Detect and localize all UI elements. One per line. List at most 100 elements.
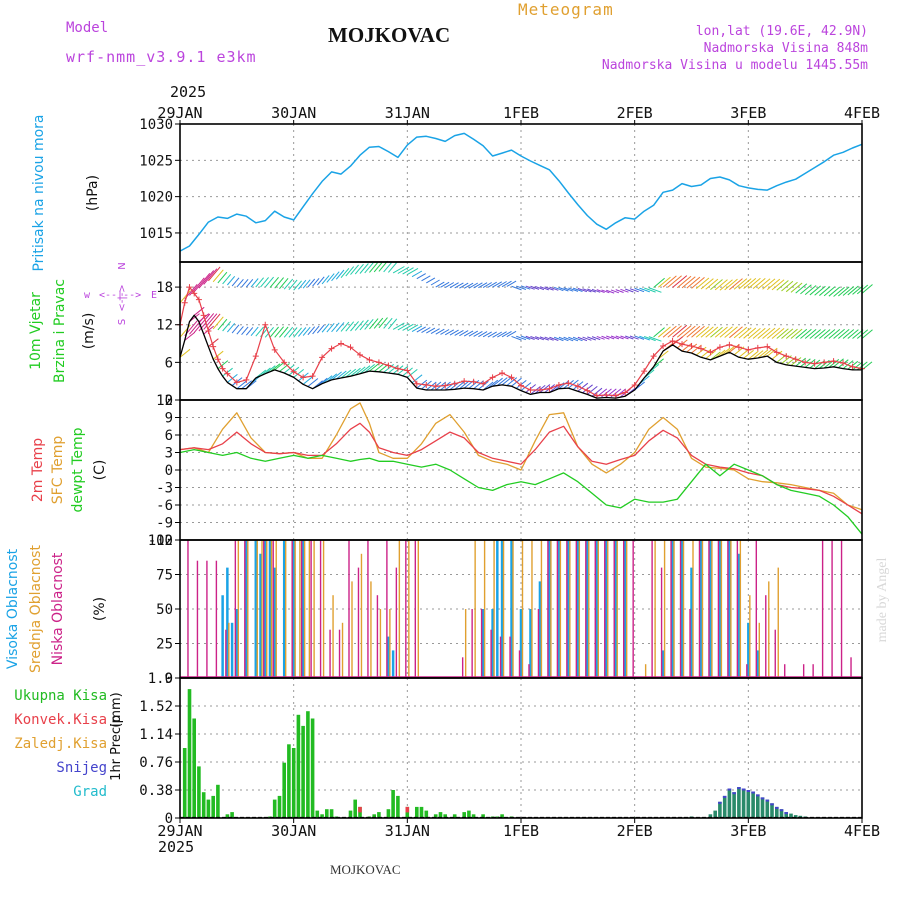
wind-barb xyxy=(217,318,228,331)
wind-barb xyxy=(658,276,671,288)
temperature-tick-label: -12 xyxy=(148,533,173,549)
precip-bar xyxy=(391,790,395,818)
snow-bar xyxy=(722,795,727,798)
year-top: 2025 xyxy=(170,83,207,101)
wind-barb xyxy=(766,278,781,290)
wind-barb xyxy=(463,330,474,337)
wind-barb xyxy=(444,329,455,336)
wind-barb xyxy=(667,275,682,288)
wind-barb-low xyxy=(359,365,371,375)
pressure-unit: (hPa) xyxy=(85,175,101,211)
wind-barb xyxy=(795,328,808,339)
precip-bar xyxy=(793,815,798,818)
wind-barb xyxy=(625,335,634,340)
wind-barb xyxy=(776,328,789,339)
precip-bar xyxy=(722,795,727,818)
wind-barb-low xyxy=(302,375,314,385)
wind-barb xyxy=(743,327,757,339)
wind-barb xyxy=(733,278,748,290)
wind-barb xyxy=(350,264,359,275)
precip-bar xyxy=(287,744,291,818)
clouds-tick-label: 0 xyxy=(165,671,173,687)
precip-bar xyxy=(206,799,211,818)
precip-legend-item: Zaledj.Kisa xyxy=(14,736,107,752)
precip-bar xyxy=(452,814,457,818)
wind-barb xyxy=(402,323,414,331)
wind-barb-low xyxy=(364,364,376,373)
wind-barb xyxy=(596,289,605,293)
wind-barb xyxy=(710,326,723,338)
wind-barb xyxy=(212,269,224,283)
wind-barb xyxy=(226,275,236,286)
wind-barb xyxy=(231,277,240,287)
wind-barb xyxy=(383,261,393,273)
precip-bar xyxy=(419,806,424,818)
wind-barb xyxy=(468,282,479,289)
wind-barb xyxy=(373,261,384,273)
wind-barb-low xyxy=(729,343,740,353)
wind-barb xyxy=(558,336,569,342)
wind-barb xyxy=(407,324,419,332)
precip-bar xyxy=(784,812,788,818)
wind-barb-low xyxy=(520,382,532,391)
gust-marker xyxy=(574,383,581,390)
wind-barb xyxy=(354,263,364,275)
wind-barb xyxy=(520,335,531,340)
wind-barb-low xyxy=(700,348,712,358)
gust-marker xyxy=(688,343,695,350)
wind-barb xyxy=(729,326,743,339)
gust-marker xyxy=(233,379,240,386)
wind-barb-low xyxy=(411,374,423,384)
wind-barb xyxy=(842,329,855,339)
wind-barb-low xyxy=(179,348,191,358)
wind-barb xyxy=(411,325,423,332)
gust-marker xyxy=(679,341,686,348)
year-bottom: 2025 xyxy=(158,838,195,856)
wind-barb xyxy=(426,277,436,284)
precip-label: 1hr Precip xyxy=(109,715,124,781)
wind-barb xyxy=(279,326,289,338)
gust-marker xyxy=(319,354,326,361)
watermark: made by Angel xyxy=(875,558,890,643)
wind-barb xyxy=(241,278,249,288)
wind-barb xyxy=(752,327,766,339)
wind-barb xyxy=(714,326,728,338)
wind-barb-low xyxy=(373,363,385,372)
wind-barb-low xyxy=(350,367,361,377)
wind-barb xyxy=(577,287,588,293)
wind-barb xyxy=(335,269,345,280)
wind-barb xyxy=(738,327,752,339)
wind-barb xyxy=(823,329,836,339)
wind-barb xyxy=(762,278,776,290)
precip-bar xyxy=(329,809,334,818)
gust-marker xyxy=(783,353,790,360)
wind-barb xyxy=(497,331,507,338)
wind-barb xyxy=(203,313,218,330)
wind-barb xyxy=(553,286,564,292)
precip-legend-item: Konvek.Kisa xyxy=(14,712,107,728)
wind-barb xyxy=(776,280,789,291)
wind-barb xyxy=(549,286,559,291)
wind-barb xyxy=(525,285,535,290)
wind-barb xyxy=(321,323,330,333)
gust-marker xyxy=(338,340,345,347)
x-tick-top: 31JAN xyxy=(385,104,430,122)
wind-barb xyxy=(577,336,588,342)
wind-barb xyxy=(781,328,794,339)
wind-barb xyxy=(748,328,761,339)
wind-barb xyxy=(596,335,605,340)
wind-barb-low xyxy=(217,360,229,370)
wind-barb xyxy=(478,282,488,289)
wind-speed-line xyxy=(179,314,862,399)
gust-marker xyxy=(181,299,188,306)
wind-barb xyxy=(601,335,610,340)
precip-tick-label: 1.9 xyxy=(148,671,173,687)
snow-bar xyxy=(770,803,774,806)
wind-barb xyxy=(250,278,259,288)
wind-barb xyxy=(193,313,211,333)
wind-barb-low xyxy=(568,379,579,389)
wind-barb xyxy=(662,275,677,288)
wind-barb xyxy=(568,287,579,292)
wind-barb xyxy=(430,328,440,335)
gust-marker xyxy=(290,368,297,375)
